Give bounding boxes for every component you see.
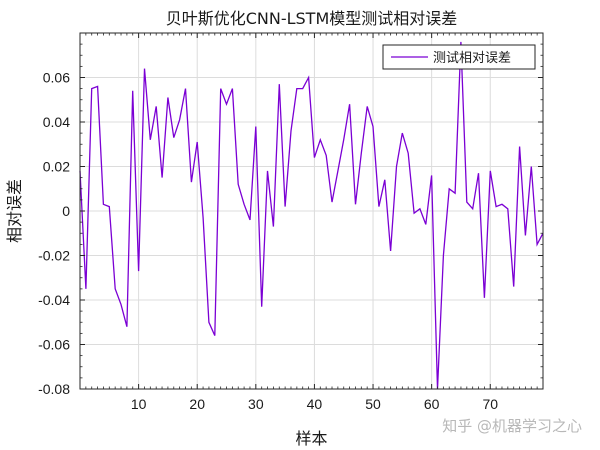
- x-tick-label: 50: [365, 396, 381, 412]
- x-tick-label: 70: [482, 396, 498, 412]
- x-axis-title: 样本: [295, 429, 327, 448]
- y-tick-label: 0.02: [43, 159, 70, 175]
- y-tick-label: -0.04: [38, 292, 70, 308]
- y-axis-title: 相对误差: [5, 179, 24, 243]
- series-line: [79, 41, 544, 390]
- y-tick-label: 0: [62, 203, 70, 219]
- chart-title: 贝叶斯优化CNN-LSTM模型测试相对误差: [166, 9, 458, 28]
- y-tick-label: 0.06: [43, 70, 70, 86]
- x-tick-label: 10: [131, 396, 147, 412]
- x-tick-label: 30: [248, 396, 264, 412]
- legend: 测试相对误差: [382, 44, 536, 70]
- x-tick-label: 40: [307, 396, 323, 412]
- y-tick-label: -0.06: [38, 337, 70, 353]
- y-tick-label: -0.02: [38, 248, 70, 264]
- x-tick-label: 60: [424, 396, 440, 412]
- legend-label: 测试相对误差: [433, 51, 511, 66]
- y-tick-label: 0.04: [43, 114, 70, 130]
- axis-ticks: 10 20 30 40 50 60 70 -0.08 -0.06 -0.04 -0.02 0 0.02 0…: [38, 32, 543, 412]
- y-tick-label: -0.08: [38, 381, 70, 397]
- watermark: 知乎 @机器学习之心: [442, 417, 582, 435]
- x-tick-label: 20: [189, 396, 205, 412]
